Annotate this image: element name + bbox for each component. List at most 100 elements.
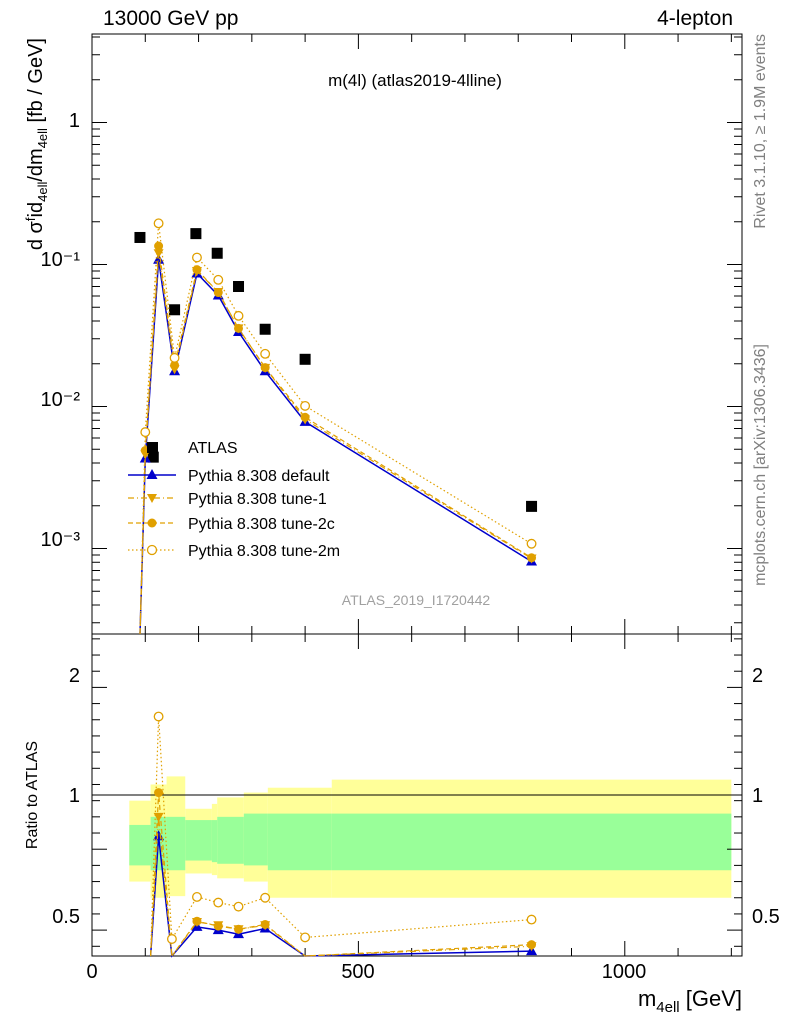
ratio-y-tick-label-2-right: 2 (752, 665, 763, 687)
main-y-axis-label: d σfid4ell/dm4ell [fb / GeV] (23, 38, 50, 250)
main-point-0-3 (190, 228, 202, 240)
ratio-point-3-4 (213, 897, 224, 908)
ratio-x-ticks (91, 634, 732, 956)
ratio-series-2 (150, 788, 537, 958)
x-tick-label-0: 0 (86, 961, 97, 983)
ratio-band-stat-2 (166, 816, 186, 871)
ratio-point-2-5 (234, 924, 244, 934)
legend-marker-atlas (147, 442, 158, 453)
main-y-tick-label-1e-2: 10⁻² (41, 389, 81, 411)
main-point-4-1 (140, 427, 151, 438)
main-y-tick-label-1e-3: 10⁻³ (41, 529, 81, 551)
legend-label-default: Pythia 8.308 default (188, 468, 330, 485)
ratio-band-stat-7 (267, 813, 332, 871)
rivet-version-label: Rivet 3.1.10, ≥ 1.9M events (752, 34, 769, 229)
ratio-y-tick-label-0.5-right: 0.5 (752, 906, 780, 928)
main-x-ticks (91, 34, 732, 634)
main-point-0-0 (134, 231, 146, 243)
legend-entry-tune-1: Pythia 8.308 tune-1 (128, 491, 327, 508)
main-point-3-6 (234, 323, 244, 333)
ratio-point-3-5 (233, 901, 244, 912)
ratio-band-stat-8 (331, 813, 732, 871)
main-point-4-5 (213, 274, 224, 285)
legend-marker-default (146, 469, 158, 479)
ratio-series-layer (149, 711, 538, 958)
main-point-4-4 (192, 252, 202, 263)
legend-marker-tune-2m (146, 544, 158, 556)
ratio-point-3-3 (192, 891, 202, 902)
main-series-layer (134, 218, 538, 635)
main-point-3-3 (170, 360, 180, 370)
main-point-4-9 (526, 538, 537, 549)
legend-label-atlas: ATLAS (188, 440, 238, 457)
main-point-0-5 (233, 281, 245, 293)
ratio-point-3-1 (153, 711, 164, 722)
legend-marker-tune-1 (147, 494, 157, 503)
main-point-3-8 (300, 412, 310, 422)
ratio-point-2-3 (192, 916, 202, 926)
main-point-3-2 (154, 241, 164, 251)
ratio-y-axis-label: Ratio to ATLAS (24, 741, 41, 849)
main-point-4-7 (260, 348, 271, 359)
main-point-0-7 (299, 353, 311, 365)
ratio-point-3-8 (526, 914, 537, 925)
main-point-4-6 (233, 310, 244, 321)
main-point-0-8 (526, 500, 538, 512)
ratio-point-3-2 (166, 934, 177, 944)
ratio-bands (129, 776, 732, 898)
ratio-band-stat-5 (217, 816, 244, 864)
legend-label-tune-1: Pythia 8.308 tune-1 (188, 491, 327, 508)
main-series-line-4 (139, 223, 532, 635)
main-point-3-5 (213, 288, 223, 298)
main-y-tick-label-1e-1: 10⁻¹ (41, 249, 81, 271)
main-point-0-1 (147, 451, 159, 463)
legend-label-tune-2m: Pythia 8.308 tune-2m (188, 543, 340, 560)
main-y-tick-label-1: 1 (69, 110, 80, 132)
x-tick-label-1000: 1000 (602, 961, 647, 983)
ratio-band-stat-0 (129, 824, 151, 866)
ratio-series-3 (150, 711, 537, 957)
ratio-y-tick-label-1-left: 1 (69, 785, 80, 807)
legend: ATLAS Pythia 8.308 default Pythia 8.308 … (128, 440, 340, 560)
main-series-0 (134, 228, 538, 512)
ratio-point-2-4 (213, 921, 223, 931)
ratio-point-3-6 (260, 892, 271, 903)
header-left: 13000 GeV pp (103, 7, 238, 30)
x-axis-label: m4ell [GeV] (638, 986, 742, 1016)
ratio-y-tick-label-2-left: 2 (69, 665, 80, 687)
legend-label-tune-2c: Pythia 8.308 tune-2c (188, 516, 335, 533)
main-series-line-2 (139, 253, 532, 635)
ratio-point-2-6 (260, 919, 270, 929)
x-tick-label-500: 500 (341, 961, 374, 983)
main-point-3-7 (260, 363, 270, 373)
main-point-3-4 (192, 265, 202, 275)
analysis-watermark: ATLAS_2019_I1720442 (342, 592, 491, 608)
ratio-point-2-8 (527, 940, 537, 950)
legend-entry-atlas: ATLAS (147, 440, 238, 457)
ratio-band-stat-3 (185, 820, 212, 861)
main-series-3 (139, 241, 537, 635)
header-right: 4-lepton (657, 7, 733, 30)
main-point-0-6 (259, 323, 271, 335)
legend-marker-tune-2c (147, 518, 157, 528)
ratio-point-1-1 (153, 812, 164, 822)
legend-entry-tune-2m: Pythia 8.308 tune-2m (128, 543, 340, 560)
main-point-4-2 (153, 218, 164, 229)
main-series-4 (139, 218, 537, 635)
main-point-4-8 (300, 400, 311, 411)
chart-title: m(4l) (atlas2019-4lline) (328, 71, 502, 90)
main-point-3-9 (527, 553, 537, 563)
main-point-0-4 (211, 247, 223, 259)
mcplots-label: mcplots.cern.ch [arXiv:1306.3436] (752, 344, 769, 586)
ratio-point-3-7 (300, 932, 311, 943)
main-point-0-2 (169, 304, 181, 316)
ratio-y-tick-label-1-right: 1 (752, 785, 763, 807)
legend-entry-tune-2c: Pythia 8.308 tune-2c (128, 516, 335, 533)
ratio-y-ticks (92, 638, 742, 947)
main-y-ticks (92, 36, 742, 624)
legend-entry-default: Pythia 8.308 default (128, 468, 330, 485)
ratio-point-0-1 (153, 830, 165, 841)
ratio-band-stat-4 (211, 820, 218, 863)
main-point-4-3 (169, 352, 180, 363)
